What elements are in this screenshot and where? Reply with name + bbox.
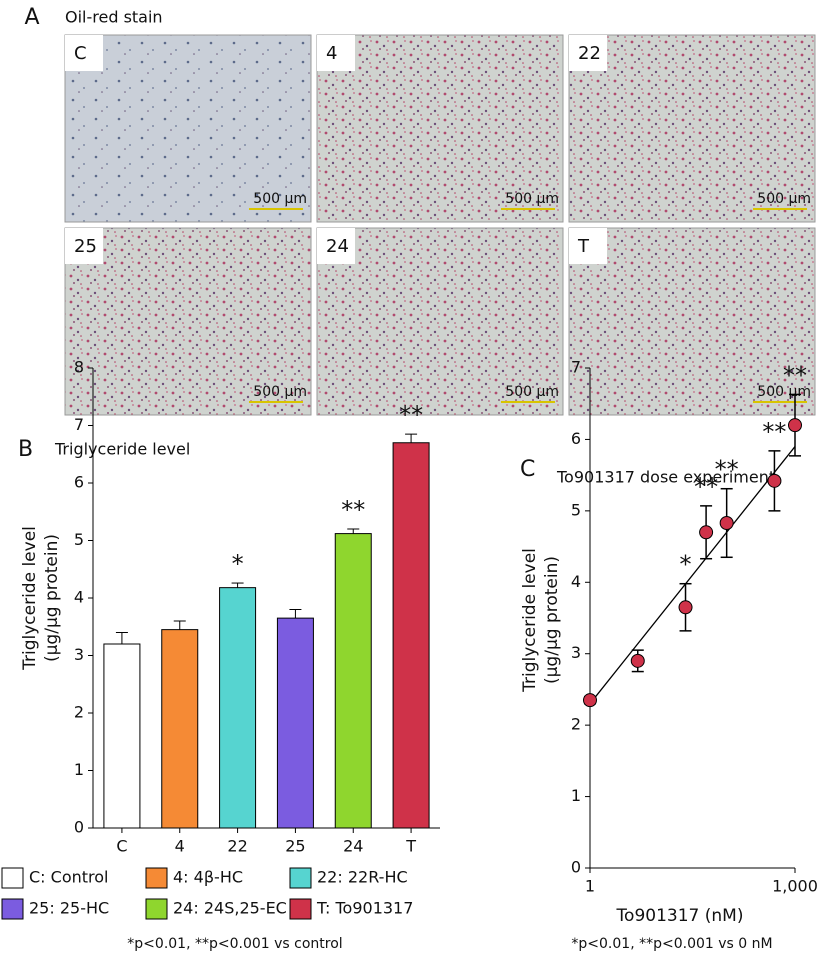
legend-label: 24: 24S,25-EC — [173, 899, 287, 918]
x-tick-label: T — [405, 837, 416, 856]
x-axis-label: To901317 (nM) — [616, 906, 744, 926]
x-tick-label: 1 — [585, 877, 595, 896]
y-axis-label: Triglyceride level — [20, 526, 40, 671]
significance: * — [232, 550, 244, 578]
data-point — [583, 693, 597, 708]
legend-label: 4: 4β-HC — [173, 868, 243, 887]
y-tick-label: 7 — [571, 358, 581, 377]
scale-bar-label: 500 µm — [253, 384, 307, 400]
y-tick-label: 5 — [571, 500, 581, 519]
image-label-box — [65, 35, 103, 71]
scale-bar-label: 500 µm — [505, 191, 559, 207]
micrograph — [316, 227, 564, 416]
legend-swatch — [1, 867, 24, 889]
legend-swatch — [1, 898, 24, 920]
fit-line — [589, 446, 796, 705]
x-tick-label: 1,000 — [772, 877, 818, 896]
image-label-box — [65, 228, 103, 264]
micrograph — [64, 34, 312, 223]
panel-title: Oil-red stain — [65, 8, 163, 27]
data-point — [699, 525, 714, 540]
chart-title: Triglyceride level — [54, 440, 190, 459]
bar — [392, 442, 430, 829]
bar — [161, 629, 199, 829]
scale-bar-label: 500 µm — [757, 191, 811, 207]
bar — [103, 643, 141, 829]
significance: ** — [715, 456, 739, 484]
scale-bar-label: 500 µm — [253, 191, 307, 207]
image-label: C — [74, 43, 87, 64]
y-tick-label: 6 — [571, 429, 581, 448]
image-label-box — [317, 228, 355, 264]
y-tick-label: 6 — [74, 473, 84, 492]
bar — [219, 587, 257, 829]
legend-label: C: Control — [29, 868, 108, 887]
legend-label: 25: 25-HC — [29, 899, 109, 918]
legend-label: 22: 22R-HC — [317, 868, 408, 887]
image-label: 4 — [326, 43, 337, 64]
micrograph — [568, 34, 816, 223]
y-tick-label: 3 — [74, 645, 84, 664]
y-tick-label: 0 — [74, 818, 84, 837]
legend-swatch — [145, 867, 168, 889]
y-tick-label: 0 — [571, 858, 581, 877]
significance: ** — [694, 473, 718, 501]
legend-swatch — [289, 867, 312, 889]
y-tick-label: 3 — [571, 643, 581, 662]
image-label-box — [569, 228, 607, 264]
image-label: 25 — [74, 236, 97, 257]
legend-label: T: To901317 — [316, 899, 413, 918]
y-axis-label: (µg/µg protein) — [42, 534, 62, 662]
panel-letter: B — [18, 437, 33, 462]
image-label: 24 — [326, 236, 349, 257]
micrograph — [316, 34, 564, 223]
y-tick-label: 4 — [74, 588, 84, 607]
significance: ** — [399, 401, 423, 429]
y-tick-label: 8 — [74, 358, 84, 377]
y-tick-label: 1 — [571, 786, 581, 805]
data-point — [678, 600, 693, 615]
chart-title: To901317 dose experiment — [556, 468, 775, 487]
scale-bar-label: 500 µm — [757, 384, 811, 400]
y-tick-label: 4 — [571, 572, 581, 591]
image-label-box — [317, 35, 355, 71]
legend-swatch — [145, 898, 168, 920]
panel-letter: A — [24, 5, 39, 30]
footnote: *p<0.01, **p<0.001 vs 0 nM — [571, 936, 772, 952]
y-tick-label: 2 — [74, 703, 84, 722]
significance: ** — [783, 361, 807, 389]
x-tick-label: 4 — [175, 837, 185, 856]
significance: ** — [762, 418, 786, 446]
x-tick-label: 24 — [343, 837, 363, 856]
bar — [276, 617, 314, 829]
x-tick-label: 22 — [227, 837, 247, 856]
significance: * — [680, 551, 692, 579]
panel-letter: C — [520, 457, 535, 482]
image-label: 22 — [578, 43, 601, 64]
footnote: *p<0.01, **p<0.001 vs control — [127, 936, 342, 952]
data-point — [719, 516, 734, 530]
y-tick-label: 2 — [571, 715, 581, 734]
micrograph — [64, 227, 312, 416]
data-point — [767, 473, 782, 488]
image-label: T — [577, 236, 590, 257]
legend-swatch — [289, 898, 312, 920]
bar — [334, 533, 372, 829]
micrograph — [568, 227, 816, 416]
y-tick-label: 1 — [74, 760, 84, 779]
data-point — [630, 653, 645, 668]
y-axis-label: (µg/µg protein) — [542, 556, 562, 684]
significance: ** — [341, 496, 365, 524]
y-tick-label: 5 — [74, 530, 84, 549]
y-axis-label: Triglyceride level — [520, 548, 540, 693]
x-tick-label: C — [116, 837, 127, 856]
image-label-box — [569, 35, 607, 71]
data-point — [788, 418, 802, 433]
scale-bar-label: 500 µm — [505, 384, 559, 400]
y-tick-label: 7 — [74, 415, 84, 434]
x-tick-label: 25 — [285, 837, 305, 856]
